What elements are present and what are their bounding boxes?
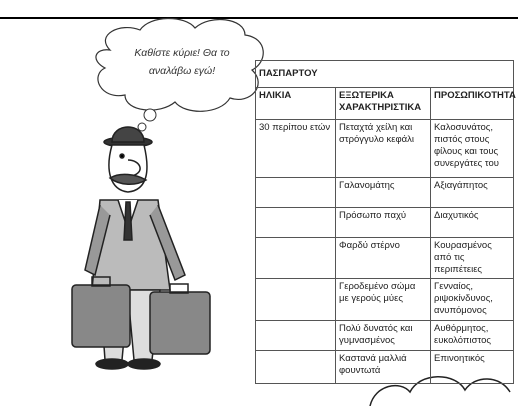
table-cell: Πρόσωπο παχύ [335,207,431,238]
table-cell [255,177,336,208]
table-cell: Καστανά μαλλιά φουντωτά [335,350,431,384]
table-row: Πρόσωπο παχύ Διαχυτικός [255,207,514,238]
bubble-text: Καθίστε κύριε! Θα το [134,47,229,59]
table-row: 30 περίπου ετών Πεταχτά χείλη και στρόγγυ… [255,119,514,178]
table-cell: Κουρασμένος από τις περιπέτειες [430,237,514,279]
table-cell: Καλοσυνάτος, πιστός στους φίλους και του… [430,119,514,178]
table-cell [255,320,336,351]
cartoon-man [71,126,211,370]
table-cell [255,207,336,238]
table-cell: 30 περίπου ετών [255,119,336,178]
bubble-dot [137,122,147,132]
table-cell: Διαχυτικός [430,207,514,238]
table-cell [255,237,336,279]
table-cell: Επινοητικός [430,350,514,384]
table-cell: Γεροδεμένο σώμα με γερούς μύες [335,278,431,321]
table-cell: Αυθόρμητος, ευκολόπιστος [430,320,514,351]
header-row: ΗΛΙΚΙΑ ΕΞΩΤΕΡΙΚΑ ΧΑΡΑΚΤΗΡΙΣΤΙΚΑ ΠΡΟΣΩΠΙΚΟΤ… [255,87,516,120]
table-cell: Πολύ δυνατός και γυμνασμένος [335,320,431,351]
character-table: ΠΑΣΠΑΡΤΟΥ ΗΛΙΚΙΑ ΕΞΩΤΕΡΙΚΑ ΧΑΡΑΚΤΗΡΙΣΤΙΚΑ Π… [255,60,516,384]
table-cell [255,278,336,321]
table-cell: ΗΛΙΚΙΑ [255,87,336,120]
table-cell: Φαρδύ στέρνο [335,237,431,279]
bubble-text: αναλάβω εγώ! [149,65,215,77]
table-row: Πολύ δυνατός και γυμνασμένος Αυθόρμητος, … [255,320,514,351]
table-cell: Αξιαγάπητος [430,177,514,208]
table-row: Γαλανομάτης Αξιαγάπητος [255,177,514,208]
table-row: Καστανά μαλλιά φουντωτά Επινοητικός [255,350,514,384]
table-cell: ΠΡΟΣΩΠΙΚΟΤΗΤΑ [430,87,516,120]
bubble-dot [143,108,157,122]
table-cell: Πεταχτά χείλη και στρόγγυλο κεφάλι [335,119,431,178]
table-cell: Γαλανομάτης [335,177,431,208]
table-title: ΠΑΣΠΑΡΤΟΥ [255,60,514,88]
table-row: Γεροδεμένο σώμα με γερούς μύες Γενναίος, … [255,278,514,321]
table-cell [255,350,336,384]
table-cell: Γενναίος, ριψοκίνδυνος, ανυπόμονος [430,278,514,321]
table-cell: ΕΞΩΤΕΡΙΚΑ ΧΑΡΑΚΤΗΡΙΣΤΙΚΑ [335,87,431,120]
table-row: Φαρδύ στέρνο Κουρασμένος από τις περιπέτε… [255,237,514,279]
